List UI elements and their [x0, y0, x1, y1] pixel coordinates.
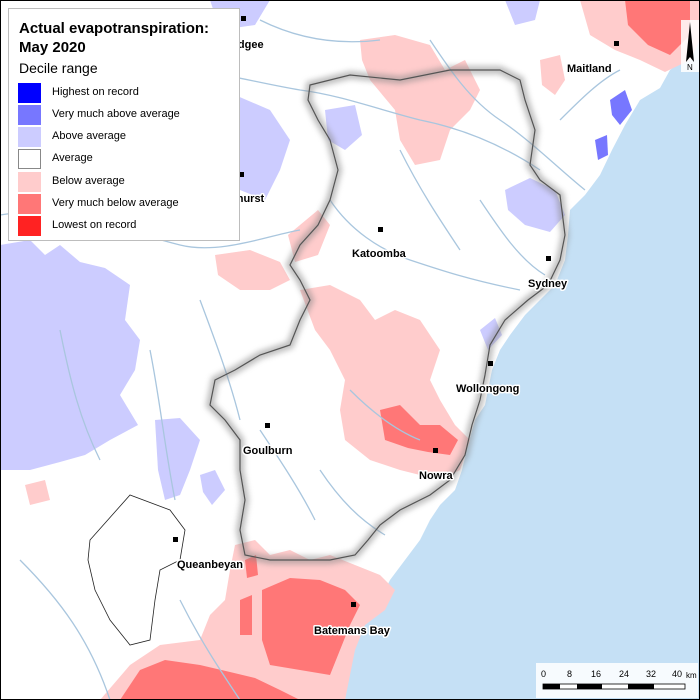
scale-bar: 0 8 16 24 32 40 km	[536, 663, 698, 698]
town-goulburn: Goulburn	[242, 423, 294, 459]
legend-swatch	[18, 216, 41, 236]
town-marker	[378, 227, 383, 232]
town-nowra: Nowra	[418, 448, 455, 484]
legend-item-very-much-below: Very much below average	[18, 194, 233, 216]
north-arrow-icon	[686, 22, 694, 62]
town-marker	[351, 602, 356, 607]
town-marker	[614, 41, 619, 46]
region-very-much-above-average-2	[595, 135, 608, 160]
town-label: Sydney	[528, 278, 568, 290]
scale-bar-background	[536, 663, 698, 698]
town-marker	[546, 256, 551, 261]
town-marker	[265, 423, 270, 428]
town-marker	[488, 361, 493, 366]
region-very-much-below-ne	[625, 0, 690, 55]
scale-unit: km	[686, 671, 697, 680]
legend-item-lowest: Lowest on record	[18, 216, 233, 238]
town-maitland: Maitland	[566, 41, 619, 77]
scale-tick-40: 40	[672, 669, 682, 679]
legend-item-very-much-above: Very much above average	[18, 105, 233, 127]
region-below-average-west	[25, 480, 50, 505]
town-label: Wollongong	[456, 383, 519, 395]
region-below-average-bathurst	[215, 250, 290, 290]
scale-tick-16: 16	[591, 669, 601, 679]
legend-swatch	[18, 194, 41, 214]
region-very-much-below-bateman	[262, 578, 360, 675]
legend-label: Highest on record	[52, 86, 139, 98]
town-wollongong: Wollongong	[455, 361, 521, 397]
region-very-much-below-nowra	[380, 405, 458, 455]
town-marker	[239, 172, 244, 177]
region-above-average-2	[155, 418, 200, 500]
legend-swatch	[18, 149, 41, 169]
legend-label: Very much below average	[52, 197, 179, 209]
town-marker	[241, 16, 246, 21]
town-label: Maitland	[567, 63, 612, 75]
act-boundary	[87, 494, 186, 646]
region-above-average-5	[325, 105, 362, 150]
region-very-much-below-sw	[120, 660, 300, 700]
region-above-average-7	[480, 318, 502, 350]
town-label: Nowra	[419, 470, 454, 482]
legend-item-highest: Highest on record	[18, 83, 233, 105]
scale-tick-24: 24	[619, 669, 629, 679]
town-katoomba: Katoomba	[351, 227, 408, 262]
town-sydney: Sydney	[527, 256, 570, 292]
legend-label: Very much above average	[52, 108, 180, 120]
town-label: Batemans Bay	[314, 625, 391, 637]
town-marker	[433, 448, 438, 453]
region-very-much-above-average-1	[610, 90, 632, 125]
region-above-average-9	[200, 470, 225, 505]
legend-swatch	[18, 105, 41, 125]
town-queanbeyan: Queanbeyan	[173, 537, 245, 573]
legend-item-below: Below average	[18, 172, 233, 194]
legend-label: Average	[52, 152, 93, 164]
region-above-average-west	[0, 240, 140, 470]
region-below-average-maitland	[540, 55, 565, 95]
town-label: Goulburn	[243, 445, 293, 457]
legend-label: Above average	[52, 130, 126, 142]
catchment-boundary	[209, 69, 566, 561]
legend-subtitle: Decile range	[19, 60, 98, 76]
region-very-much-below-5	[240, 595, 252, 635]
legend-label: Below average	[52, 175, 125, 187]
legend-item-average: Average	[18, 149, 233, 171]
legend-title: Actual evapotranspiration: May 2020	[19, 20, 210, 56]
legend-label: Lowest on record	[52, 219, 137, 231]
legend-swatch	[18, 127, 41, 147]
legend-item-above: Above average	[18, 127, 233, 149]
north-arrow: N	[681, 20, 699, 72]
legend: Actual evapotranspiration: May 2020 Deci…	[8, 8, 240, 241]
north-label: N	[687, 63, 693, 72]
legend-swatch	[18, 172, 41, 192]
legend-swatch	[18, 83, 41, 103]
scale-tick-32: 32	[646, 669, 656, 679]
region-above-average-8	[505, 0, 540, 25]
town-marker	[173, 537, 178, 542]
town-batemans-bay: Batemans Bay	[313, 602, 392, 639]
town-label: Katoomba	[352, 248, 407, 260]
scale-tick-0: 0	[541, 669, 546, 679]
scale-tick-8: 8	[567, 669, 572, 679]
ocean	[345, 40, 700, 700]
town-label: Queanbeyan	[177, 559, 243, 571]
